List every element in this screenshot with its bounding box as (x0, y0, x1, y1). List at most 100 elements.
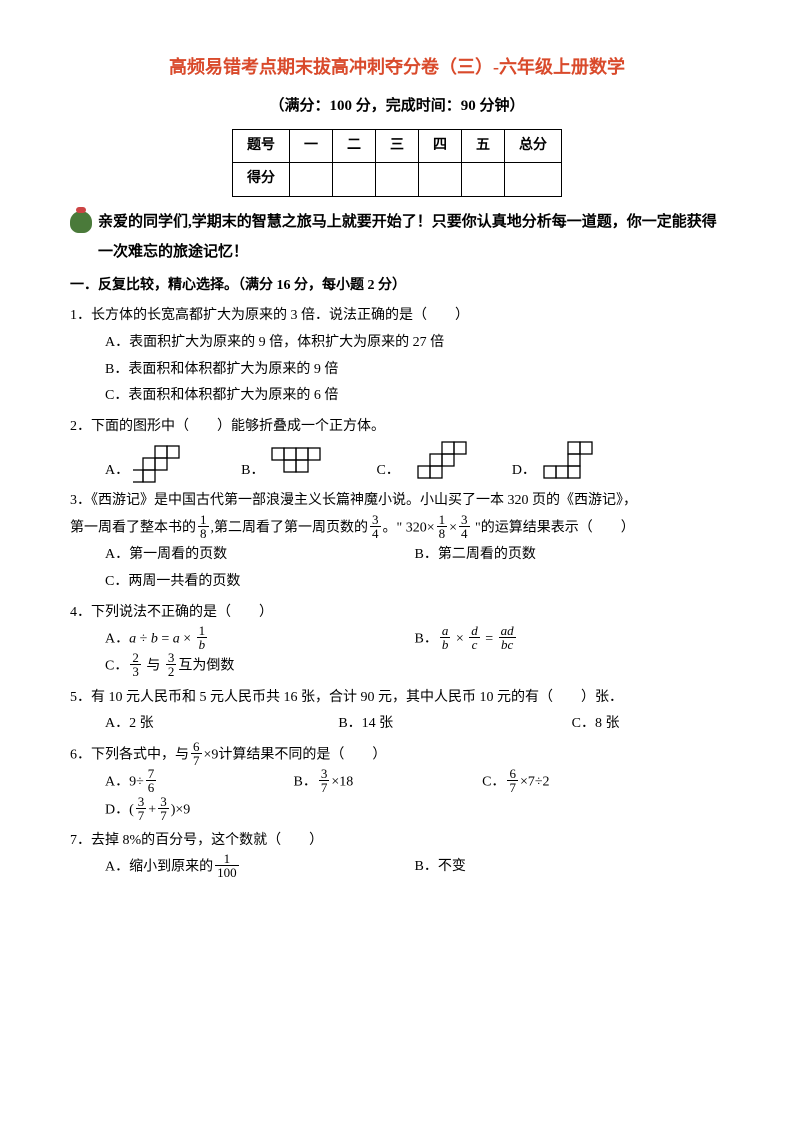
q7-opt-a: A．缩小到原来的1100 (105, 854, 415, 881)
text: 6．下列各式中，与 (70, 748, 189, 763)
question-5: 5．有 10 元人民币和 5 元人民币共 16 张，合计 90 元，其中人民币 … (70, 685, 724, 738)
fraction-icon: adbc (499, 624, 516, 651)
cell (419, 163, 462, 197)
fraction-icon: 18 (198, 513, 209, 540)
q2-opt-a: A． (105, 444, 201, 484)
fraction-icon: 76 (146, 767, 157, 794)
label: A． (105, 632, 129, 647)
fraction-icon: 37 (319, 767, 330, 794)
q4-opt-a: A．a ÷ b = a × 1b (105, 626, 415, 653)
q3-opt-c: C．两周一共看的页数 (105, 569, 724, 596)
q1-opt-c: C．表面积和体积都扩大为原来的 6 倍 (105, 383, 724, 410)
intro-text: 亲爱的同学们,学期末的智慧之旅马上就要开始了！只要你认真地分析每一道题，你一定能… (98, 207, 724, 267)
text: ,第二周看了第一周页数的 (211, 521, 369, 536)
fraction-icon: dc (469, 624, 480, 651)
q6-opt-d: D．(37+37)×9 (105, 797, 190, 824)
net-a-icon (133, 444, 197, 484)
fraction-icon: 23 (130, 651, 141, 678)
avatar-icon (70, 211, 92, 233)
label: B． (415, 632, 438, 647)
fraction-icon: 18 (437, 513, 448, 540)
score-table: 题号 一 二 三 四 五 总分 得分 (232, 129, 562, 197)
text: + (148, 802, 156, 817)
fraction-icon: 67 (191, 740, 202, 767)
q5-options: A．2 张 B．14 张 C．8 张 (105, 711, 724, 738)
th: 四 (419, 129, 462, 163)
text: 第一周看了整本书的 (70, 521, 196, 536)
q6-options: A．9÷76 B．37×18 C．67×7÷2 D．(37+37)×9 (105, 769, 724, 824)
th: 二 (333, 129, 376, 163)
label: A．缩小到原来的 (105, 860, 213, 875)
text: 。" 320× (383, 521, 435, 536)
subtitle: （满分：100 分，完成时间：90 分钟） (70, 92, 724, 121)
q3-opt-b: B．第二周看的页数 (415, 542, 725, 569)
table-row: 题号 一 二 三 四 五 总分 (233, 129, 562, 163)
label: D．( (105, 802, 134, 817)
q3-opt-a: A．第一周看的页数 (105, 542, 415, 569)
q4-stem: 4．下列说法不正确的是（ ） (70, 600, 724, 627)
q1-opt-b: B．表面积和体积都扩大为原来的 9 倍 (105, 357, 724, 384)
q5-opt-b: B．14 张 (338, 711, 511, 738)
q6-opt-b: B．37×18 (294, 769, 443, 796)
cell (333, 163, 376, 197)
q2-options: A． B． (105, 440, 724, 484)
q3-stem-1: 3．《西游记》是中国古代第一部浪漫主义长篇神魔小说。小山买了一本 320 页的《… (70, 488, 724, 515)
net-b-icon (268, 444, 332, 484)
q7-stem: 7．去掉 8%的百分号，这个数就（ ） (70, 828, 724, 855)
label: A．9÷ (105, 775, 144, 790)
q1-opt-a: A．表面积扩大为原来的 9 倍，体积扩大为原来的 27 倍 (105, 330, 724, 357)
question-2: 2．下面的图形中（ ）能够折叠成一个正方体。 A． B． (70, 414, 724, 485)
th: 一 (290, 129, 333, 163)
th: 总分 (505, 129, 562, 163)
q5-opt-a: A．2 张 (105, 711, 278, 738)
text: )×9 (171, 802, 191, 817)
th: 三 (376, 129, 419, 163)
fraction-icon: 34 (459, 513, 470, 540)
fraction-icon: ab (440, 624, 451, 651)
q3-options: A．第一周看的页数 B．第二周看的页数 (105, 542, 724, 569)
fraction-icon: 37 (136, 795, 147, 822)
label: C． (482, 775, 505, 790)
q5-opt-c: C．8 张 (572, 711, 620, 738)
fraction-icon: 67 (507, 767, 518, 794)
question-4: 4．下列说法不正确的是（ ） A．a ÷ b = a × 1b B．ab × d… (70, 600, 724, 681)
q5-stem: 5．有 10 元人民币和 5 元人民币共 16 张，合计 90 元，其中人民币 … (70, 685, 724, 712)
q4-row1: A．a ÷ b = a × 1b B．ab × dc = adbc (105, 626, 724, 653)
fraction-icon: 37 (158, 795, 169, 822)
label: B． (294, 775, 317, 790)
table-row: 得分 (233, 163, 562, 197)
cell (505, 163, 562, 197)
q6-opt-c: C．67×7÷2 (482, 769, 631, 796)
cell (290, 163, 333, 197)
th: 五 (462, 129, 505, 163)
fraction-icon: 1100 (215, 852, 239, 879)
fraction-icon: 34 (370, 513, 381, 540)
text: × (449, 521, 457, 536)
fraction-icon: 1b (197, 624, 208, 651)
intro-block: 亲爱的同学们,学期末的智慧之旅马上就要开始了！只要你认真地分析每一道题，你一定能… (70, 207, 724, 267)
cell (462, 163, 505, 197)
text: 互为倒数 (178, 659, 234, 674)
label: A． (105, 458, 129, 485)
q4-opt-c: C．23 与 32互为倒数 (105, 653, 724, 680)
q7-options: A．缩小到原来的1100 B．不变 (105, 854, 724, 881)
q2-opt-d: D． (512, 440, 600, 484)
text: ×18 (331, 775, 353, 790)
question-3: 3．《西游记》是中国古代第一部浪漫主义长篇神魔小说。小山买了一本 320 页的《… (70, 488, 724, 595)
net-c-icon (404, 440, 468, 484)
q1-options: A．表面积扩大为原来的 9 倍，体积扩大为原来的 27 倍 B．表面积和体积都扩… (105, 330, 724, 410)
label: C． (376, 458, 399, 485)
cell (376, 163, 419, 197)
q3-stem-2: 第一周看了整本书的18,第二周看了第一周页数的34。" 320×18×34 "的… (70, 515, 724, 542)
label: B． (241, 458, 264, 485)
q1-stem: 1．长方体的长宽高都扩大为原来的 3 倍．说法正确的是（ ） (70, 303, 724, 330)
question-7: 7．去掉 8%的百分号，这个数就（ ） A．缩小到原来的1100 B．不变 (70, 828, 724, 882)
q2-opt-c: C． (376, 440, 471, 484)
q2-opt-b: B． (241, 444, 336, 484)
q6-stem: 6．下列各式中，与67×9计算结果不同的是（ ） (70, 742, 724, 769)
net-d-icon (540, 440, 596, 484)
row-label: 得分 (233, 163, 290, 197)
page-title: 高频易错考点期末拔高冲刺夺分卷（三）-六年级上册数学 (70, 50, 724, 84)
q2-stem: 2．下面的图形中（ ）能够折叠成一个正方体。 (70, 414, 724, 441)
text: ×9计算结果不同的是（ ） (204, 748, 387, 763)
